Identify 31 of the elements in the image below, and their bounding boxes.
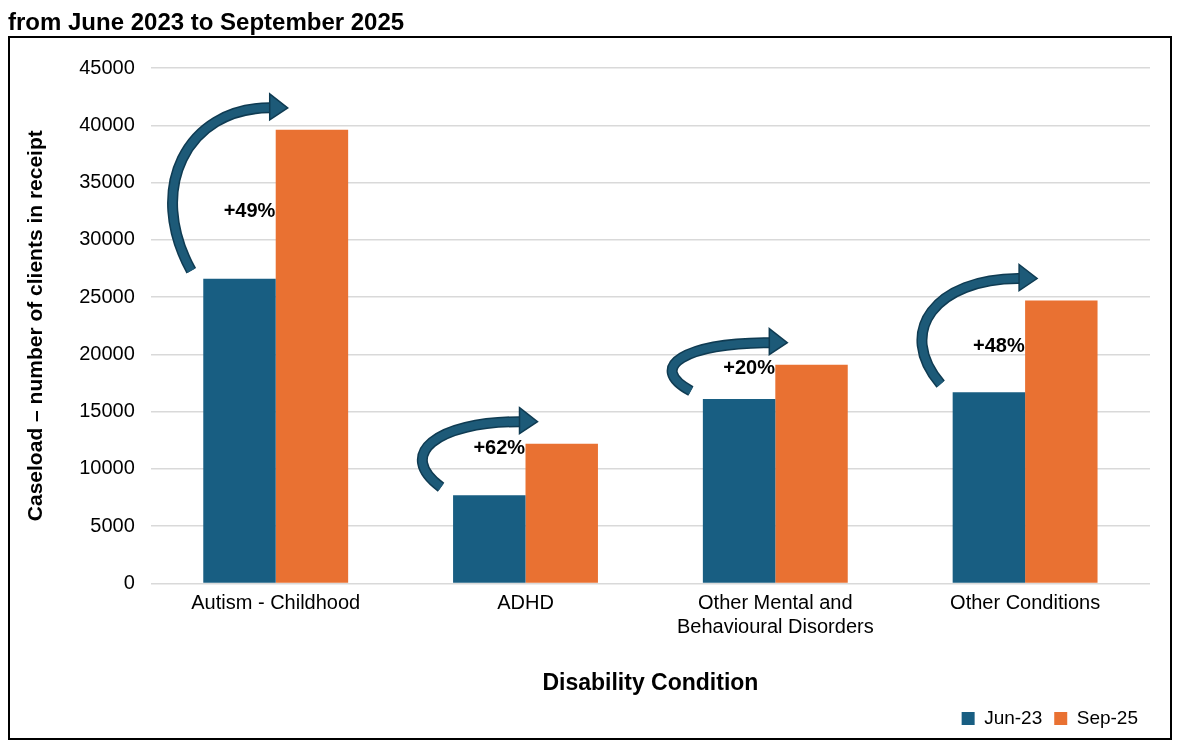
y-tick-label: 20000: [79, 341, 135, 364]
y-tick-label: 5000: [90, 513, 135, 536]
y-tick-label: 35000: [79, 170, 135, 193]
x-tick-label: Autism - Childhood: [191, 590, 361, 613]
y-tick-label: 45000: [79, 55, 135, 78]
annotation: +62%: [473, 435, 526, 458]
y-tick-label: 30000: [79, 227, 135, 250]
bar: [952, 392, 1026, 583]
annotation: +48%: [973, 333, 1025, 356]
bar: [775, 364, 848, 583]
y-tick-label: 15000: [79, 399, 135, 422]
y-tick-label: 40000: [79, 112, 135, 135]
annotation: +20%: [723, 355, 776, 378]
legend-label: Jun-23: [984, 706, 1043, 728]
chart-title: from June 2023 to September 2025: [8, 8, 406, 36]
y-tick-label: 25000: [79, 284, 135, 307]
x-tick-label: ADHD: [497, 590, 554, 613]
y-tick-label: 0: [123, 570, 135, 593]
bar: [702, 399, 776, 583]
bar: [525, 443, 598, 583]
x-tick-label: Other Conditions: [950, 590, 1101, 613]
x-axis-title: Disability Condition: [542, 668, 759, 695]
bar: [1025, 300, 1098, 583]
legend-label: Sep-25: [1076, 706, 1139, 728]
y-tick-label: 10000: [79, 456, 135, 479]
annotation: +49%: [223, 198, 276, 221]
bar: [203, 278, 276, 583]
x-tick-label: Other Mental and Behavioural Disorders: [676, 590, 874, 637]
y-axis-title: Caseload – number of clients in receipt: [23, 130, 47, 522]
bar: [275, 129, 349, 583]
bar: [453, 495, 526, 583]
